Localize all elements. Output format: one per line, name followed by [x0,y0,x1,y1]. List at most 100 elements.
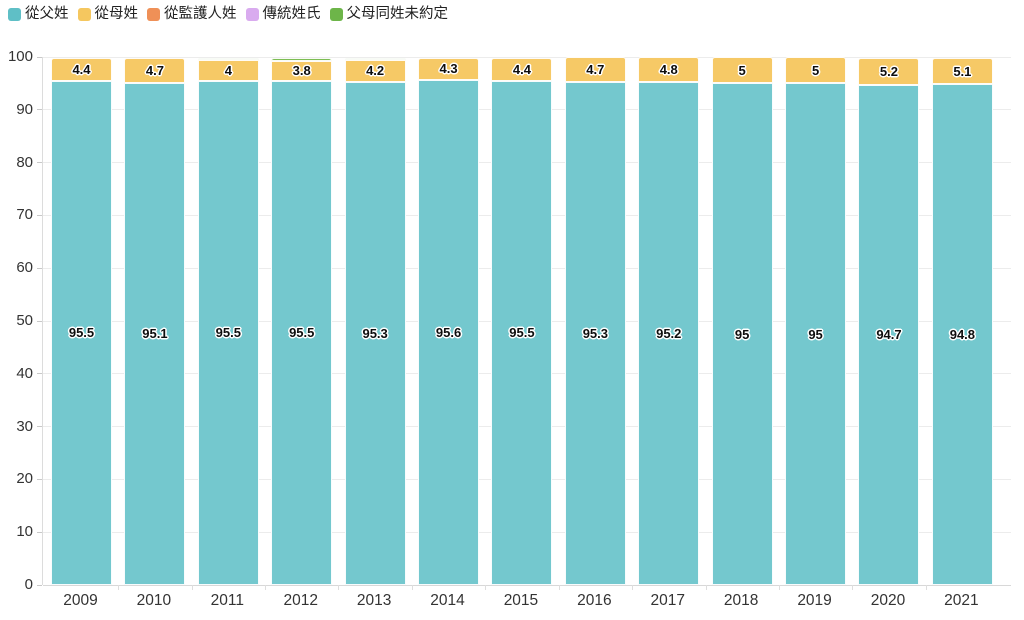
bar-value-label: 95.5 [215,325,241,341]
y-tick-label: 90 [16,100,33,118]
bar-value-label: 5.1 [953,63,972,79]
bar-segment[interactable]: 95.6 [418,80,480,585]
y-tick-label: 0 [24,576,33,593]
bar-2013: 95.3 4.2 [344,57,406,585]
y-tick-mark [37,531,42,533]
x-tick-label: 2018 [723,592,759,609]
y-tick-label: 70 [16,206,33,224]
bar-segment[interactable]: 4.7 [564,57,626,82]
bar-segment[interactable]: 95 [785,83,847,585]
bar-segment[interactable]: 3.8 [271,60,333,81]
bar-value-label: 94.8 [949,327,976,343]
gridline [43,584,1011,586]
bar-segment[interactable]: 95.3 [564,81,626,585]
bar-2020: 94.7 5.2 [858,57,920,585]
bar-segment[interactable]: 4.2 [344,59,406,82]
x-tick-mark [705,585,707,590]
bar-segment[interactable]: 5.1 [931,57,993,85]
x-tick-mark [265,585,267,590]
legend: 從父姓 從母姓 從監護人姓 傳統姓氏 父母同姓未約定 [8,7,448,22]
bar-value-label: 4.2 [366,63,385,79]
bar-segment[interactable]: 94.7 [858,84,920,585]
bar-segment[interactable]: 5 [711,57,773,84]
y-tick-label: 60 [16,259,33,277]
bar-value-label: 95.5 [289,325,315,341]
bar-segment[interactable]: 95.5 [51,80,112,585]
y-tick-label: 30 [16,417,33,435]
y-tick-label: 40 [16,364,33,382]
bar-segment[interactable]: 4.7 [124,58,186,83]
y-tick-mark [37,373,42,375]
legend-swatch-icon [8,7,21,21]
x-tick-label: 2011 [210,592,244,609]
x-tick-mark [852,585,854,590]
bar-value-label: 5.2 [879,63,898,79]
bar-segment[interactable]: 4 [197,59,259,81]
x-tick-label: 2009 [63,592,98,609]
x-tick-mark [118,585,120,590]
legend-item-4[interactable]: 傳統姓氏 [245,7,321,22]
bar-2009: 95.5 4.4 [51,57,112,585]
bar-segment[interactable]: 4.4 [491,57,553,81]
bar-value-label: 95.1 [142,326,168,342]
bar-segment[interactable]: 95.3 [344,81,406,585]
bar-segment[interactable] [271,57,333,61]
y-tick-mark [37,478,42,480]
bar-segment[interactable]: 95.2 [638,82,700,585]
legend-item-2[interactable]: 從母姓 [77,7,138,22]
bar-value-label: 4.8 [659,62,678,78]
plot-area: 95.5 4.4 95.1 4.7 95.5 4 95.5 3.8 95.3 4.2 95.6 4.3… [42,56,1011,590]
bar-segment[interactable]: 5.2 [858,57,920,85]
bar-value-label: 94.7 [876,327,902,343]
legend-swatch-icon [329,7,343,21]
bars-container: 95.5 4.4 95.1 4.7 95.5 4 95.5 3.8 95.3 4.2 95.6 4.3… [51,57,993,590]
bar-2010: 95.1 4.7 [124,57,186,585]
bar-segment[interactable]: 95.5 [271,80,333,585]
legend-item-5[interactable]: 父母同姓未約定 [329,6,449,22]
bar-value-label: 95.5 [68,325,95,341]
bar-segment[interactable]: 5 [785,57,847,84]
x-tick-mark [778,585,780,590]
bar-segment[interactable]: 95.5 [197,80,259,585]
bar-2018: 95 5 [711,57,773,585]
x-tick-mark [338,585,340,590]
bar-2019: 95 5 [785,57,847,585]
x-tick-label: 2016 [577,592,612,609]
bar-segment[interactable]: 94.8 [931,84,993,585]
bar-value-label: 95.3 [362,325,388,341]
bar-2014: 95.6 4.3 [418,57,480,585]
x-tick-label: 2014 [430,592,465,609]
legend-swatch-icon [245,7,259,21]
bar-value-label: 4.4 [512,61,531,77]
bar-value-label: 5 [811,62,820,78]
legend-item-3[interactable]: 從監護人姓 [147,7,237,22]
bar-segment[interactable]: 95.5 [491,80,553,585]
bar-value-label: 5 [738,62,746,78]
bar-2015: 95.5 4.4 [491,57,553,585]
y-tick-mark [37,56,42,58]
x-tick-label: 2015 [503,592,539,609]
bar-segment[interactable]: 4.3 [418,57,480,81]
y-tick-label: 80 [16,153,33,171]
y-tick-mark [37,320,42,322]
bar-segment[interactable]: 4.8 [638,57,700,83]
legend-item-1[interactable]: 從父姓 [8,7,69,22]
bar-segment[interactable]: 95.1 [124,82,186,585]
bar-value-label: 95.2 [656,326,682,342]
bar-value-label: 4.4 [72,61,91,77]
bar-segment[interactable] [197,57,259,60]
legend-item-label: 父母同姓未約定 [346,6,449,22]
y-tick-mark [37,214,42,216]
bar-value-label: 3.8 [292,63,311,79]
bar-segment[interactable]: 4.4 [51,57,112,81]
bar-segment[interactable]: 95 [711,83,773,585]
y-tick-mark [37,426,42,428]
x-axis: 2009 2010 2011 2012 2013 2014 2015 2016 2017 2018… [50,592,992,611]
bar-2011: 95.5 4 [197,57,259,585]
x-tick-mark [558,585,560,590]
x-tick-label: 2021 [944,592,979,609]
x-tick-mark [485,585,487,590]
x-tick-label: 2012 [283,592,318,609]
bar-segment[interactable] [344,57,406,60]
